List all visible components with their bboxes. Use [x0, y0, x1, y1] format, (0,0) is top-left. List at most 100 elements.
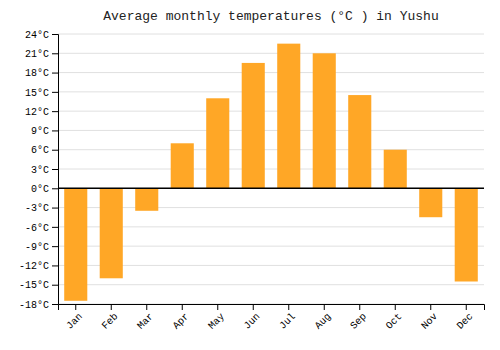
y-tick: 0°C: [31, 184, 58, 195]
y-tick-label: 9°C: [31, 126, 49, 137]
title: Average monthly temperatures (°C ) in Yu…: [103, 9, 438, 24]
y-tick: 6°C: [31, 145, 58, 156]
zero-line: [58, 188, 484, 190]
y-tick: -9°C: [25, 242, 58, 253]
y-tick-label: 3°C: [31, 165, 49, 176]
y-tick: 3°C: [31, 165, 58, 176]
y-tick-mark: [52, 265, 58, 266]
bar: [455, 188, 478, 281]
y-tick-label: 12°C: [25, 107, 49, 118]
x-tick: Dec: [455, 304, 476, 332]
chart-svg: -18°C -15°C -12°C -9°C -6°C -3°C 0°C 3°C 6°C 9°C 1…: [0, 0, 500, 350]
x-tick: Apr: [171, 304, 192, 332]
y-tick-mark: [52, 150, 58, 151]
plot-area: [58, 44, 484, 301]
x-tick-label: May: [206, 311, 227, 332]
x-tick-label: Dec: [455, 311, 476, 332]
y-tick-label: 6°C: [31, 145, 49, 156]
x-tick-mark: [359, 304, 360, 310]
y-tick-label: -3°C: [25, 203, 49, 214]
x-tick-mark: [75, 304, 76, 310]
y-tick-label: -18°C: [19, 300, 49, 311]
x-tick: Aug: [313, 304, 334, 332]
grid-line: [58, 188, 484, 189]
x-tick-label: Apr: [171, 311, 192, 332]
grid-line: [58, 130, 484, 131]
x-tick-mark: [111, 304, 112, 310]
bar: [135, 188, 158, 211]
axis-domain: [52, 35, 59, 305]
y-tick-mark: [52, 246, 58, 247]
y-tick: 12°C: [25, 107, 58, 118]
y-tick-mark: [52, 169, 58, 170]
y-tick-label: -9°C: [25, 242, 49, 253]
x-tick-label: Mar: [135, 311, 156, 332]
y-tick-mark: [52, 34, 58, 35]
x-tick: Jun: [242, 304, 263, 332]
x-tick-mark: [466, 304, 467, 310]
y-tick-label: 0°C: [31, 184, 49, 195]
axis-domain: [59, 305, 485, 311]
x-tick-mark: [146, 304, 147, 310]
y-tick-label: 21°C: [25, 49, 49, 60]
y-tick-mark: [52, 53, 58, 54]
y-tick-mark: [52, 304, 58, 305]
y-tick: -15°C: [19, 280, 58, 291]
x-tick-mark: [217, 304, 218, 310]
x-tick-mark: [324, 304, 325, 310]
y-tick: 9°C: [31, 126, 58, 137]
y-tick-mark: [52, 285, 58, 286]
x-tick: Sep: [348, 304, 369, 332]
y-tick: -18°C: [19, 300, 58, 311]
x-tick-label: Aug: [313, 311, 334, 332]
x-tick: Oct: [384, 304, 405, 332]
y-tick: -6°C: [25, 223, 58, 234]
y-tick-mark: [52, 130, 58, 131]
y-tick-mark: [52, 188, 58, 189]
grid-line: [58, 34, 484, 35]
x-tick-label: Jan: [64, 311, 85, 332]
x-tick-label: Nov: [419, 311, 440, 332]
bar: [384, 150, 407, 189]
grid-line: [58, 169, 484, 170]
y-tick-label: -15°C: [19, 280, 49, 291]
x-tick-label: Jun: [242, 311, 263, 332]
x-tick-mark: [430, 304, 431, 310]
y-tick: 21°C: [25, 49, 58, 60]
y-tick-mark: [52, 111, 58, 112]
grid-line: [58, 111, 484, 112]
y-tick: 15°C: [25, 88, 58, 99]
bar: [100, 188, 123, 278]
x-tick-label: Sep: [348, 311, 369, 332]
grid-line: [58, 149, 484, 150]
grid: [58, 34, 484, 304]
bar: [419, 188, 442, 217]
x-tick: Jan: [64, 304, 85, 332]
x-tick-label: Oct: [384, 311, 405, 332]
bar: [64, 188, 87, 300]
y-tick-mark: [52, 73, 58, 74]
y-axis: -18°C -15°C -12°C -9°C -6°C -3°C 0°C 3°C 6°C 9°C 1…: [19, 30, 59, 311]
x-tick: Jul: [277, 304, 298, 332]
x-tick-mark: [288, 304, 289, 310]
y-tick-label: 15°C: [25, 88, 49, 99]
y-tick-label: -6°C: [25, 223, 49, 234]
x-tick-mark: [253, 304, 254, 310]
bar: [206, 98, 229, 188]
x-axis: JanFebMarAprMayJunJulAugSepOctNovDec: [59, 304, 485, 332]
grid-line: [58, 91, 484, 92]
y-tick-label: 24°C: [25, 30, 49, 41]
grid-line: [58, 53, 484, 54]
y-tick: -12°C: [19, 261, 58, 272]
y-tick-mark: [52, 227, 58, 228]
bar: [277, 44, 300, 189]
y-tick-label: -12°C: [19, 261, 49, 272]
x-tick-mark: [395, 304, 396, 310]
y-tick: -3°C: [25, 203, 58, 214]
y-tick-mark: [52, 92, 58, 93]
bar: [171, 143, 194, 188]
grid-line: [58, 72, 484, 73]
x-tick: May: [206, 304, 227, 332]
bar: [348, 95, 371, 188]
bar: [313, 53, 336, 188]
